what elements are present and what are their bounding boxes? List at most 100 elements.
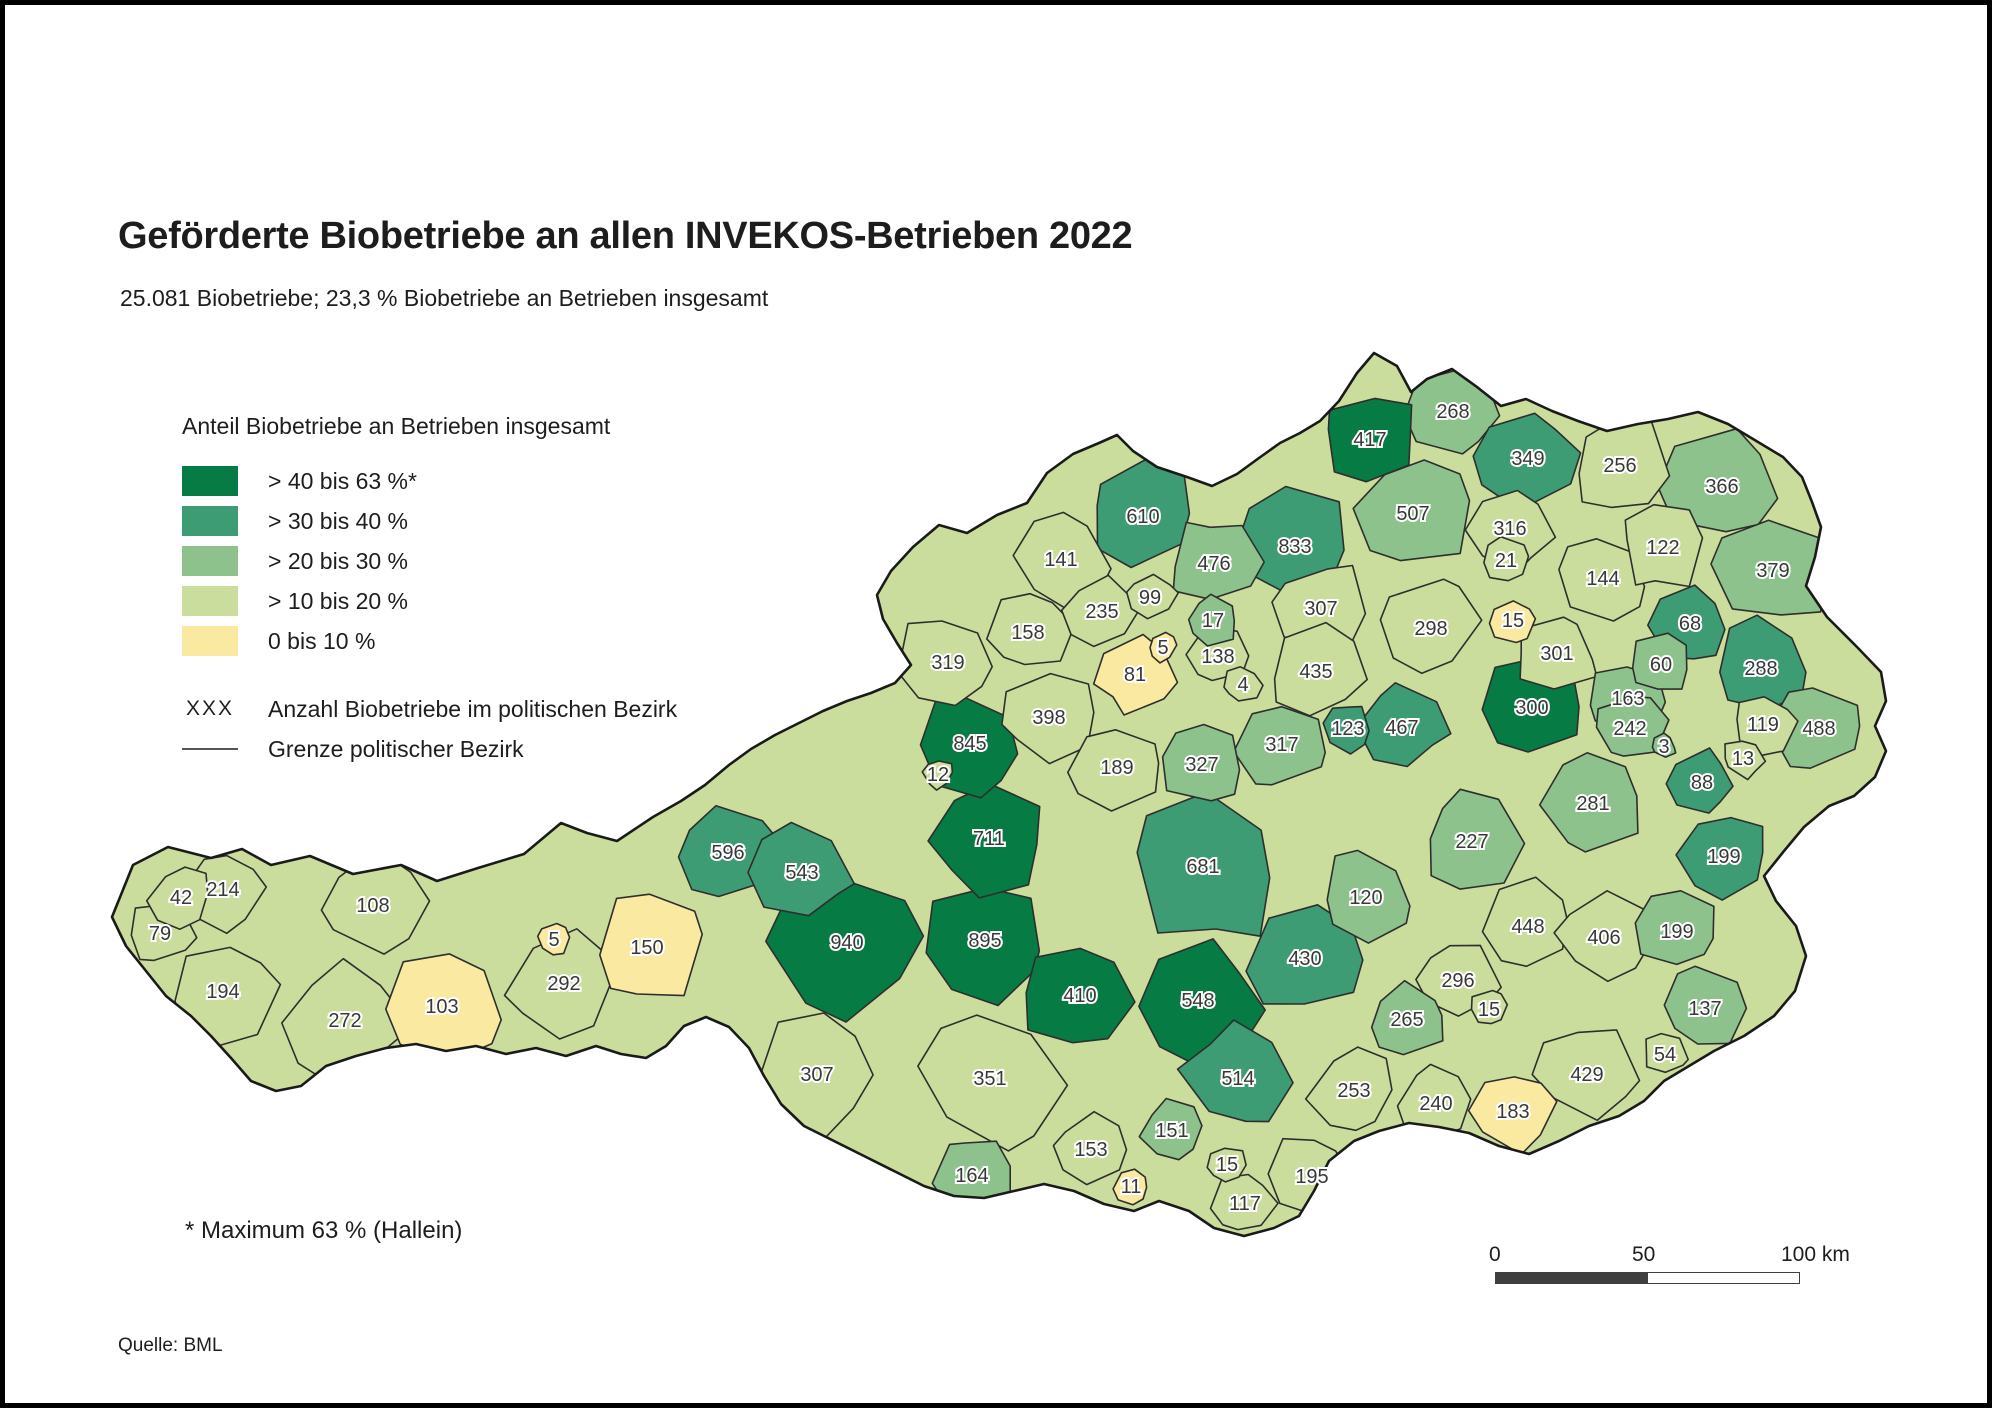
district-region: [1138, 938, 1266, 1063]
district-region: [1578, 412, 1671, 509]
district-region: [1322, 705, 1370, 755]
scale-tick-50: 50: [1632, 1243, 1656, 1266]
district-count-label: 349: [1511, 448, 1544, 470]
district-count-label: 319: [931, 652, 964, 674]
district-count-label: 307: [1304, 598, 1337, 620]
district-region: [1472, 412, 1582, 511]
district-count-label: 327: [1185, 754, 1218, 776]
legend-class-label: > 10 bis 20 %: [268, 587, 409, 614]
district-region: [1470, 989, 1509, 1025]
district-count-label: 120: [1349, 887, 1382, 909]
district-count-label: 272: [328, 1010, 361, 1032]
district-count-label: 199: [1707, 846, 1740, 868]
district-count-label: 15: [1478, 999, 1500, 1021]
district-region: [1060, 574, 1143, 648]
legend-class-row: > 40 bis 63 %*: [182, 466, 742, 496]
district-count-label: 60: [1650, 654, 1672, 676]
district-count-label: 5: [1157, 637, 1168, 659]
scale-bar-filled-half: [1496, 1273, 1648, 1283]
district-count-label: 833: [1278, 536, 1311, 558]
district-region: [1271, 564, 1367, 660]
district-count-label: 253: [1337, 1080, 1370, 1102]
district-count-label: 596: [711, 842, 744, 864]
district-count-label: 398: [1032, 707, 1065, 729]
district-region: [897, 620, 994, 707]
district-count-label: 379: [1756, 560, 1789, 582]
district-count-label: 307: [800, 1064, 833, 1086]
legend-class-row: > 30 bis 40 %: [182, 506, 742, 536]
district-region: [1326, 849, 1411, 944]
district-region: [145, 866, 209, 931]
district-region: [927, 782, 1041, 899]
district-count-label: 54: [1654, 1044, 1676, 1066]
district-count-label: 292: [547, 973, 580, 995]
legend-class-row: 0 bis 10 %: [182, 626, 742, 656]
district-count-label: 417: [1353, 429, 1386, 451]
legend-class-swatch: [182, 466, 238, 496]
district-count-label: 895: [968, 930, 1001, 952]
district-count-label: 195: [1295, 1166, 1328, 1188]
district-region: [1185, 626, 1250, 682]
legend-class-row: > 20 bis 30 %: [182, 546, 742, 576]
district-count-label: 410: [1063, 985, 1096, 1007]
district-count-label: 366: [1705, 476, 1738, 498]
legend-class-list: > 40 bis 63 %* > 30 bis 40 % > 20 bis 30 %…: [182, 466, 742, 656]
page-subtitle: 25.081 Biobetriebe; 23,3 % Biobetriebe a…: [120, 285, 769, 311]
district-count-label: 316: [1493, 518, 1526, 540]
district-region: [1483, 535, 1530, 582]
district-region: [925, 887, 1041, 1007]
district-region: [1327, 397, 1413, 483]
district-count-label: 164: [955, 1165, 988, 1187]
district-count-label: 13: [1732, 748, 1754, 770]
district-region: [1206, 1147, 1247, 1183]
district-region: [1429, 788, 1526, 890]
count-label: Anzahl Biobetriebe im politischen Bezirk: [268, 695, 678, 722]
district-count-label: 122: [1646, 537, 1679, 559]
district-region: [1553, 889, 1653, 983]
legend-class-label: > 20 bis 30 %: [268, 547, 409, 574]
district-count-label: 514: [1221, 1068, 1254, 1090]
district-region: [747, 821, 856, 917]
district-count-label: 317: [1265, 734, 1298, 756]
district-region: [1136, 791, 1271, 938]
district-region: [130, 904, 198, 962]
district-region: [1538, 751, 1639, 853]
district-count-label: 507: [1396, 503, 1429, 525]
district-count-label: 88: [1691, 772, 1713, 794]
district-count-label: 163: [1611, 688, 1644, 710]
district-region: [598, 893, 704, 997]
district-region: [1647, 584, 1726, 660]
district-region: [1138, 1097, 1203, 1161]
legend: Anteil Biobetriebe an Betrieben insgesam…: [182, 413, 742, 774]
legend-class-swatch: [182, 546, 238, 576]
district-count-label: 123: [1331, 718, 1364, 740]
district-region: [503, 927, 615, 1040]
district-count-label: 351: [973, 1068, 1006, 1090]
district-region: [919, 694, 1019, 799]
district-region: [1481, 876, 1568, 968]
district-count-label: 940: [830, 932, 863, 954]
district-count-label: 11: [1121, 1176, 1142, 1198]
district-count-label: 235: [1085, 601, 1118, 623]
district-region: [1012, 511, 1112, 610]
district-count-label: 79: [149, 923, 171, 945]
district-count-label: 406: [1587, 927, 1620, 949]
district-count-label: 467: [1385, 717, 1418, 739]
district-region: [1464, 489, 1557, 573]
district-region: [1233, 705, 1326, 786]
district-region: [178, 854, 268, 935]
page-title: Geförderte Biobetriebe an allen INVEKOS-…: [118, 215, 1133, 257]
legend-class-swatch: [182, 626, 238, 656]
district-region: [1531, 1029, 1641, 1122]
district-region: [1112, 1168, 1148, 1206]
footnote: * Maximum 63 % (Hallein): [185, 1217, 463, 1244]
district-count-label: 300: [1515, 697, 1548, 719]
source-credit: Quelle: BML: [118, 1335, 223, 1356]
district-count-label: 144: [1586, 568, 1619, 590]
border-label: Grenze politischer Bezirk: [268, 735, 524, 762]
district-region: [1370, 979, 1444, 1056]
district-region: [759, 1012, 874, 1139]
district-region: [1149, 631, 1178, 664]
district-region: [1379, 578, 1483, 675]
district-region: [1467, 1076, 1558, 1156]
